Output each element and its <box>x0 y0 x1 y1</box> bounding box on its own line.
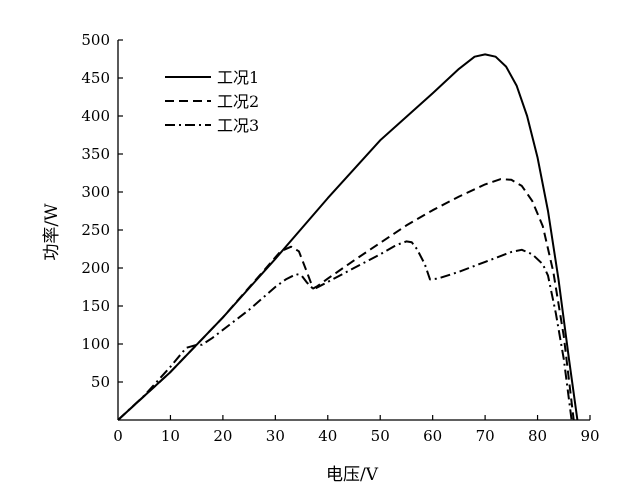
x-tick-label: 50 <box>371 427 390 445</box>
x-tick-label: 80 <box>528 427 547 445</box>
legend-label-2: 工况2 <box>217 92 259 111</box>
y-tick-label: 100 <box>81 335 110 353</box>
x-tick-label: 10 <box>161 427 180 445</box>
y-tick-label: 500 <box>81 31 110 49</box>
y-tick-label: 400 <box>81 107 110 125</box>
x-ticks: 0 10 20 30 40 50 60 70 80 90 <box>113 415 600 445</box>
legend-label-1: 工况1 <box>217 68 259 87</box>
y-tick-label: 150 <box>81 297 110 315</box>
y-tick-label: 300 <box>81 183 110 201</box>
y-axis-label: 功率/W <box>42 203 62 261</box>
y-tick-label: 450 <box>81 69 110 87</box>
x-tick-label: 60 <box>423 427 442 445</box>
axes <box>117 40 590 421</box>
y-tick-label: 250 <box>81 221 110 239</box>
y-tick-label: 350 <box>81 145 110 163</box>
y-ticks: 50 100 150 200 250 300 350 400 450 500 <box>81 31 123 391</box>
series-line-2 <box>117 178 575 421</box>
x-tick-label: 20 <box>213 427 232 445</box>
x-axis-label: 电压/V <box>326 465 379 485</box>
series-line-1 <box>117 53 579 421</box>
x-tick-label: 30 <box>266 427 285 445</box>
series-line-3 <box>117 240 573 421</box>
x-tick-label: 0 <box>113 427 123 445</box>
y-tick-label: 50 <box>91 373 110 391</box>
legend-label-3: 工况3 <box>217 116 259 135</box>
series-lines <box>117 53 579 421</box>
x-tick-label: 90 <box>580 427 599 445</box>
x-tick-label: 40 <box>318 427 337 445</box>
y-tick-label: 200 <box>81 259 110 277</box>
x-tick-label: 70 <box>476 427 495 445</box>
legend: 工况1 工况2 工况3 <box>165 68 259 135</box>
